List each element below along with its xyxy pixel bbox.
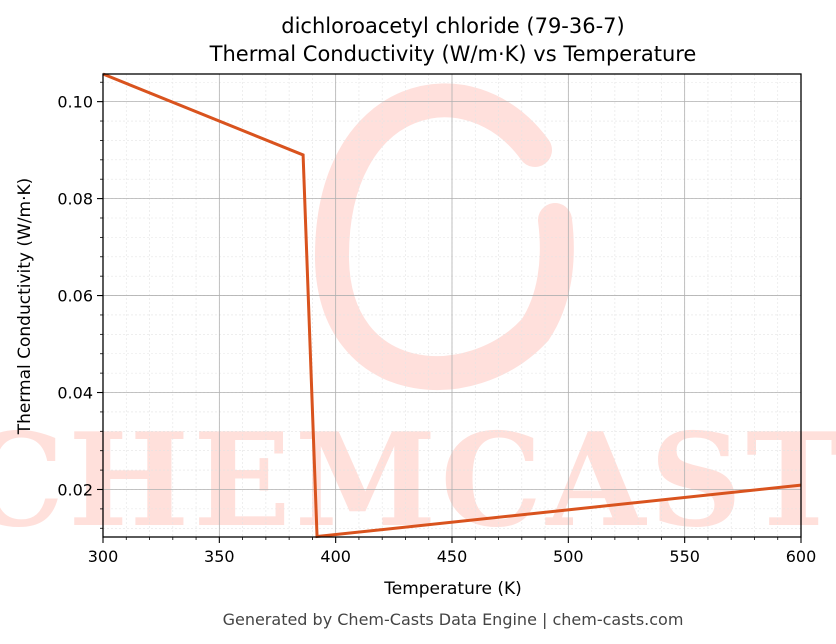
y-tick-label: 0.04 xyxy=(57,384,93,403)
chart-title-line1: dichloroacetyl chloride (79-36-7) xyxy=(281,14,625,38)
x-axis-ticks: 300 350 400 450 500 550 600 xyxy=(88,537,817,566)
y-tick-label: 0.02 xyxy=(57,480,93,499)
x-tick-label: 600 xyxy=(786,547,817,566)
x-tick-label: 550 xyxy=(669,547,700,566)
footer-credit: Generated by Chem-Casts Data Engine | ch… xyxy=(223,610,684,629)
y-axis-label: Thermal Conductivity (W/m·K) xyxy=(15,178,35,436)
y-tick-label: 0.08 xyxy=(57,190,93,209)
watermark: CHEMCASTS xyxy=(0,83,836,556)
y-tick-label: 0.06 xyxy=(57,287,93,306)
x-tick-label: 400 xyxy=(320,547,351,566)
chart-title-line2: Thermal Conductivity (W/m·K) vs Temperat… xyxy=(209,42,697,66)
x-tick-label: 300 xyxy=(88,547,119,566)
watermark-logo-icon xyxy=(314,83,574,390)
series-layer xyxy=(102,72,802,539)
watermark-text: CHEMCASTS xyxy=(0,406,836,556)
x-tick-label: 350 xyxy=(204,547,235,566)
y-axis-ticks: 0.02 0.04 0.06 0.08 0.10 xyxy=(57,81,103,529)
x-tick-label: 500 xyxy=(553,547,584,566)
x-tick-label: 450 xyxy=(437,547,468,566)
x-axis-label: Temperature (K) xyxy=(383,579,522,599)
y-tick-label: 0.10 xyxy=(57,93,93,112)
series-line xyxy=(102,72,802,539)
